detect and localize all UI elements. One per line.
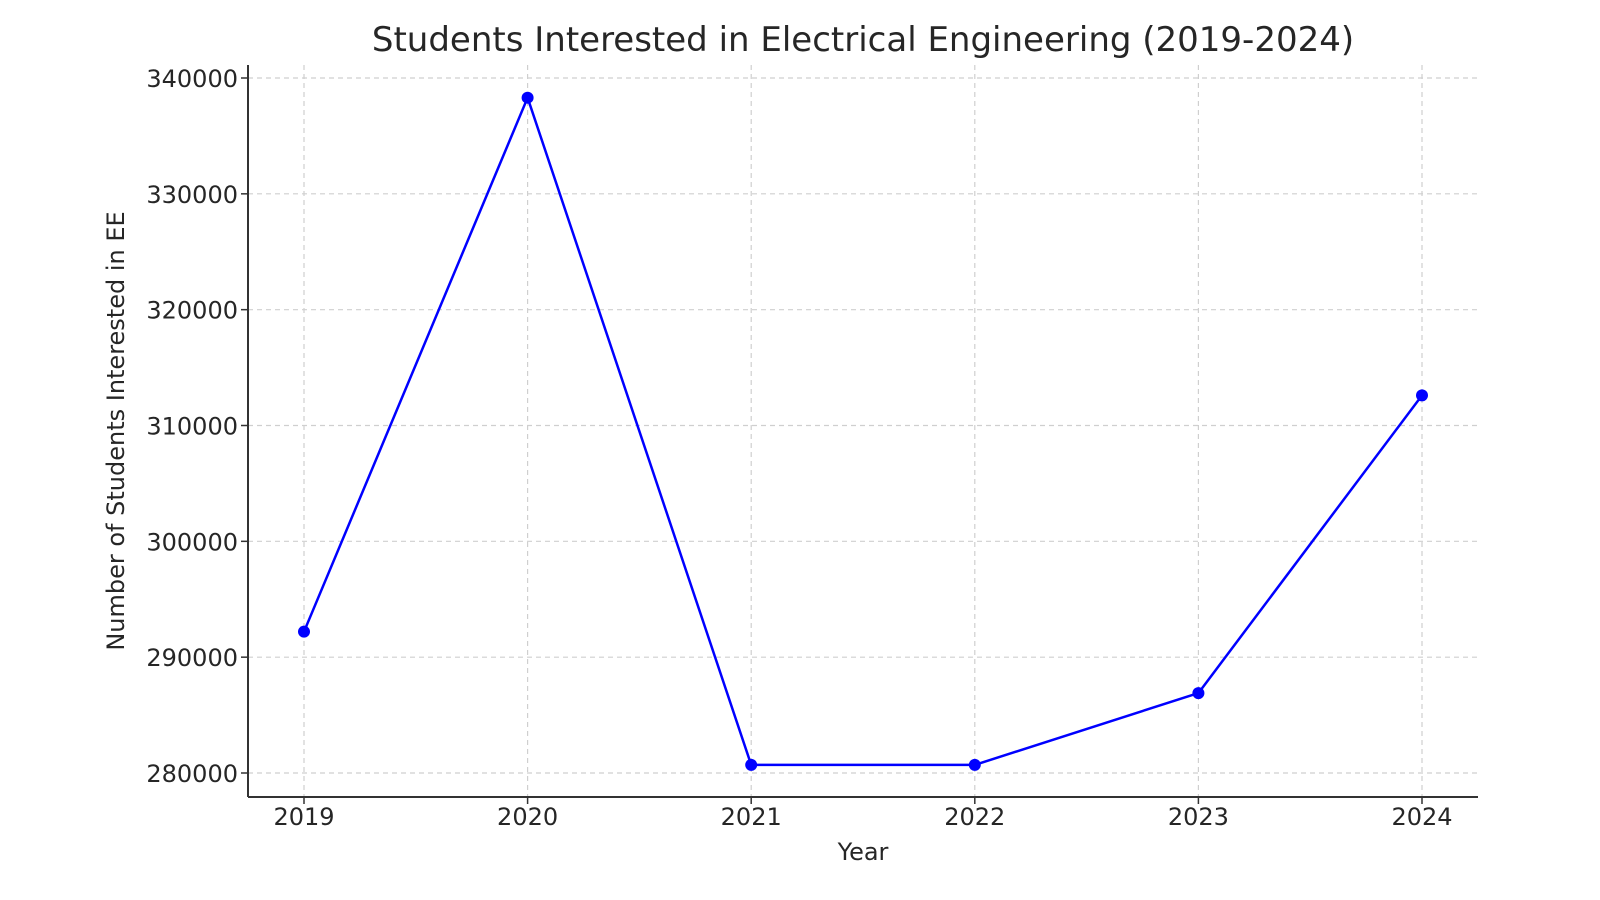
y-tick-label: 280000 xyxy=(146,760,238,788)
chart-title: Students Interested in Electrical Engine… xyxy=(372,20,1354,60)
axes-spines xyxy=(247,65,1478,798)
y-axis-ticks: 280000 290000 300000 310000 320000 330000 3400… xyxy=(146,65,248,788)
x-tick-label: 2021 xyxy=(721,803,782,831)
data-point-marker xyxy=(521,91,534,104)
x-tick-label: 2020 xyxy=(497,803,558,831)
x-tick-label: 2024 xyxy=(1391,803,1452,831)
x-tick-label: 2023 xyxy=(1168,803,1229,831)
data-point-marker xyxy=(745,758,758,771)
data-series xyxy=(298,91,1428,771)
y-tick-label: 300000 xyxy=(146,528,238,556)
gridlines xyxy=(248,65,1478,797)
y-tick-label: 310000 xyxy=(146,413,238,441)
y-axis-label: Number of Students Interested in EE xyxy=(102,211,130,650)
data-point-marker xyxy=(1192,687,1205,700)
data-point-marker xyxy=(298,625,310,638)
data-point-marker xyxy=(968,758,981,771)
y-tick-label: 320000 xyxy=(146,297,238,325)
series-line xyxy=(302,96,1423,767)
y-tick-label: 330000 xyxy=(146,181,238,209)
data-point-marker xyxy=(1416,389,1428,402)
x-tick-label: 2022 xyxy=(944,803,1005,831)
x-axis-ticks: 2019 2020 2021 2022 2023 2024 xyxy=(273,797,1453,831)
x-axis-label: Year xyxy=(837,838,889,866)
x-tick-label: 2019 xyxy=(273,803,334,831)
y-tick-label: 340000 xyxy=(146,65,238,93)
y-tick-label: 290000 xyxy=(146,644,238,672)
